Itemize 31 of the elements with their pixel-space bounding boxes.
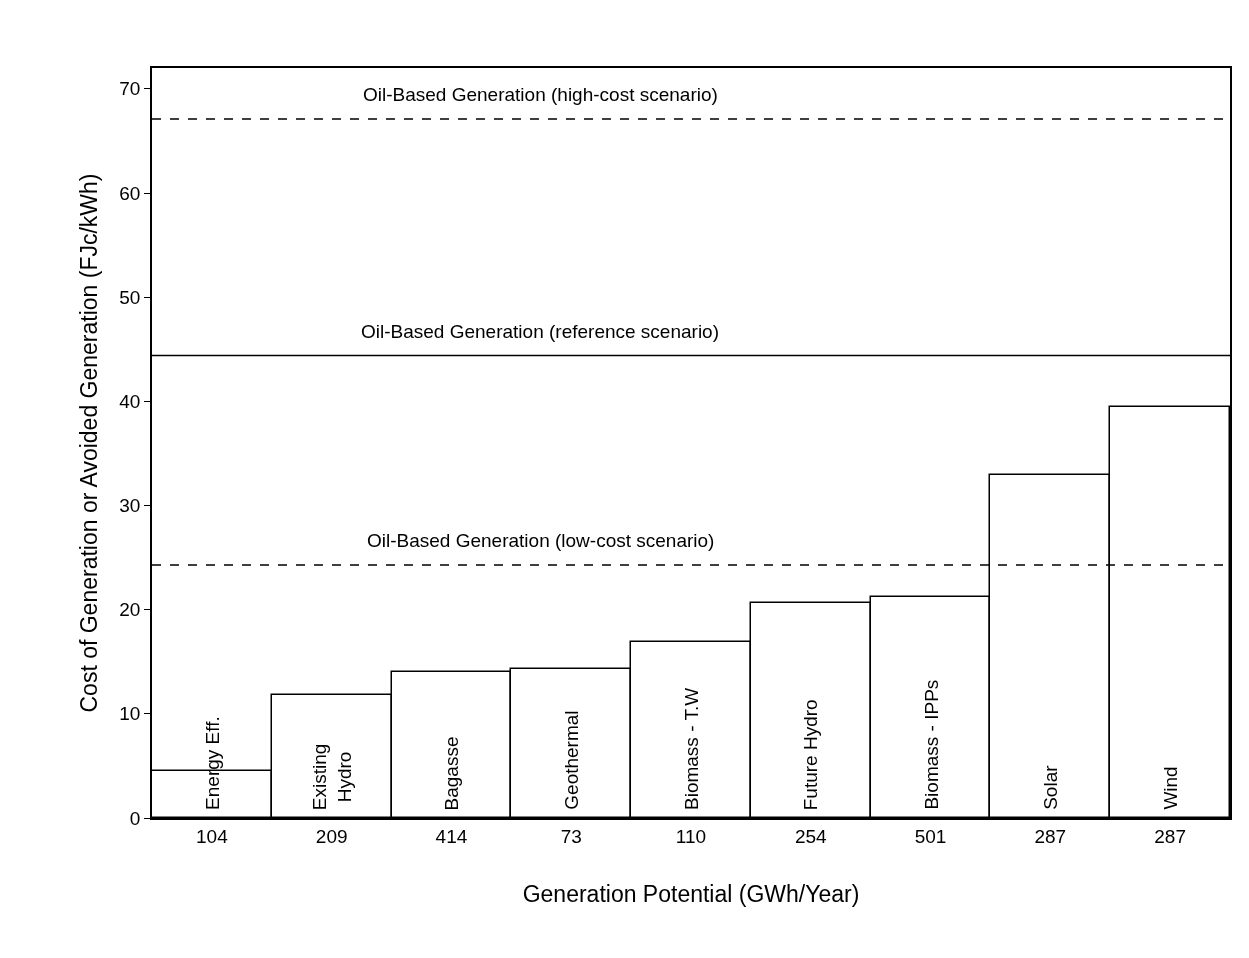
y-tick-label: 70 [119,78,141,100]
y-tick-label: 0 [129,807,141,829]
annotation: Existing Hydro [309,743,355,811]
ref-line-label: Oil-Based Generation (reference scenario) [361,321,720,342]
y-axis-title: Cost of Generation or Avoided Generation (FJc/kWh) [76,173,103,713]
ref-line-label: Oil-Based Generation (low-cost scenario) [367,530,715,551]
annotation: Geothermal [560,710,582,810]
annotation: Energy Eff. [201,716,223,810]
x-tick-label: 104 [196,825,229,847]
x-axis-title: Generation Potential (GWh/Year) [522,880,860,907]
x-tick-label: 414 [435,825,468,847]
x-tick-label: 209 [315,825,348,847]
y-tick-label: 30 [119,495,141,517]
x-tick-label: 110 [675,825,707,847]
x-tick-label: 287 [1034,825,1067,847]
x-tick-label: 254 [794,825,828,847]
annotation: Wind [1159,766,1181,810]
ref-line-label: Oil-Based Generation (high-cost scenario) [363,84,718,105]
annotation: Biomass - T.W [681,687,702,810]
annotation: Future Hydro [800,699,822,811]
y-tick-label: 60 [119,182,141,204]
x-tick-label: 73 [560,825,582,847]
annotation: Solar [1039,764,1061,810]
annotation: Biomass - IPPs [920,679,942,810]
x-tick-label: 287 [1154,825,1186,847]
y-tick-label: 50 [119,286,141,308]
y-tick-label: 10 [119,703,141,725]
y-tick-label: 20 [119,599,141,621]
annotation: Bagasse [441,736,463,811]
y-tick-label: 40 [119,390,141,412]
x-tick-label: 501 [914,825,947,847]
